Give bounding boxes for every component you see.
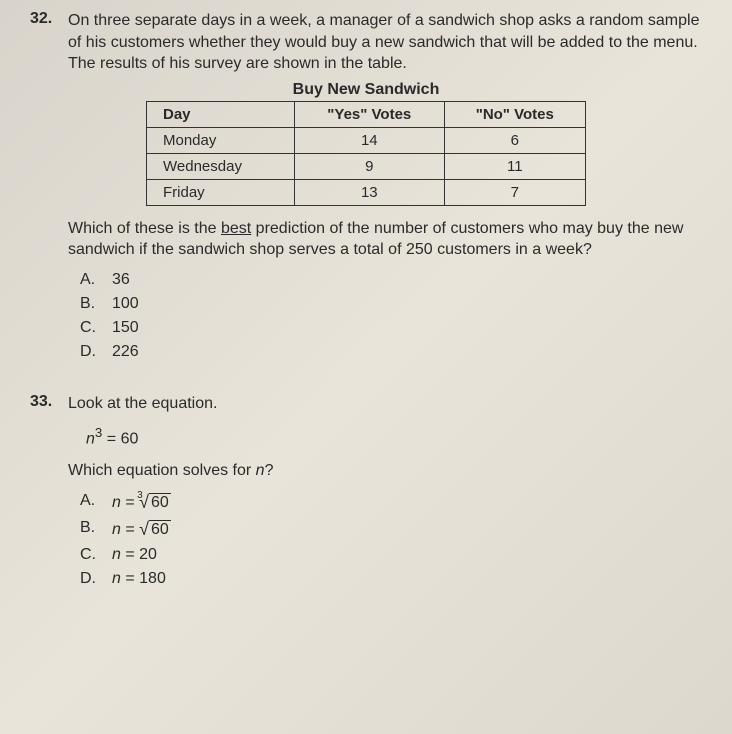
header-day: Day xyxy=(147,101,295,127)
eq: = xyxy=(121,570,139,587)
question-33: 33. Look at the equation. n3 = 60 Which … xyxy=(30,393,702,588)
cell: 14 xyxy=(295,127,444,153)
choice-letter: C. xyxy=(80,319,98,337)
plain-val: 180 xyxy=(139,570,166,587)
eq: = xyxy=(121,546,139,563)
choice-text: 100 xyxy=(112,295,139,313)
var: n xyxy=(112,546,121,563)
choice-a: A. n = 3√60 xyxy=(80,492,702,513)
question-header: 33. Look at the equation. xyxy=(30,393,702,415)
radicand: 60 xyxy=(149,520,171,538)
question-number: 32. xyxy=(30,10,58,75)
question-text: Look at the equation. xyxy=(68,393,217,415)
choice-letter: D. xyxy=(80,570,98,588)
header-yes: "Yes" Votes xyxy=(295,101,444,127)
subtext-part1: Which equation solves for xyxy=(68,462,256,479)
choice-expr: n = 20 xyxy=(112,546,157,564)
choice-letter: C. xyxy=(80,546,98,564)
cell: 11 xyxy=(444,153,585,179)
choice-letter: A. xyxy=(80,492,98,513)
table-row: Monday 14 6 xyxy=(147,127,586,153)
cell: 13 xyxy=(295,179,444,205)
subtext: Which equation solves for n? xyxy=(68,462,702,480)
question-32: 32. On three separate days in a week, a … xyxy=(30,10,702,361)
cell: 9 xyxy=(295,153,444,179)
var: n xyxy=(112,521,121,538)
equation: n3 = 60 xyxy=(86,425,702,448)
choice-b: B. n = √60 xyxy=(80,519,702,540)
choice-b: B. 100 xyxy=(80,295,702,313)
equation-rest: = 60 xyxy=(102,430,138,447)
radical-icon: √ xyxy=(139,519,149,539)
choice-expr: n = 180 xyxy=(112,570,166,588)
question-text: On three separate days in a week, a mana… xyxy=(68,10,702,75)
table-row: Friday 13 7 xyxy=(147,179,586,205)
question-number: 33. xyxy=(30,393,58,415)
choice-text: 150 xyxy=(112,319,139,337)
table-row: Wednesday 9 11 xyxy=(147,153,586,179)
followup-underline: best xyxy=(221,220,251,237)
radicand: 60 xyxy=(149,493,171,511)
eq: = xyxy=(121,521,139,538)
choice-a: A. 36 xyxy=(80,271,702,289)
choice-c: C. 150 xyxy=(80,319,702,337)
choice-c: C. n = 20 xyxy=(80,546,702,564)
root-index: 3 xyxy=(137,490,143,501)
choice-letter: D. xyxy=(80,343,98,361)
table-header-row: Day "Yes" Votes "No" Votes xyxy=(147,101,586,127)
choices-33: A. n = 3√60 B. n = √60 C. n = 20 D. n = … xyxy=(80,492,702,588)
choice-letter: B. xyxy=(80,295,98,313)
cell: 7 xyxy=(444,179,585,205)
question-header: 32. On three separate days in a week, a … xyxy=(30,10,702,75)
choice-letter: B. xyxy=(80,519,98,540)
followup-text: Which of these is the best prediction of… xyxy=(68,218,702,261)
subtext-var: n xyxy=(256,462,265,479)
cell: 6 xyxy=(444,127,585,153)
cell: Friday xyxy=(147,179,295,205)
choice-d: D. n = 180 xyxy=(80,570,702,588)
var: n xyxy=(112,570,121,587)
header-no: "No" Votes xyxy=(444,101,585,127)
table-title: Buy New Sandwich xyxy=(30,81,702,99)
followup-part1: Which of these is the xyxy=(68,220,221,237)
subtext-end: ? xyxy=(265,462,274,479)
choice-text: 226 xyxy=(112,343,139,361)
var: n xyxy=(112,494,121,511)
cell: Monday xyxy=(147,127,295,153)
choice-expr: n = √60 xyxy=(112,519,171,540)
choice-text: 36 xyxy=(112,271,130,289)
equation-var: n xyxy=(86,430,95,447)
survey-table: Day "Yes" Votes "No" Votes Monday 14 6 W… xyxy=(146,101,586,206)
choice-expr: n = 3√60 xyxy=(112,492,171,513)
plain-val: 20 xyxy=(139,546,157,563)
choice-letter: A. xyxy=(80,271,98,289)
choices-32: A. 36 B. 100 C. 150 D. 226 xyxy=(80,271,702,361)
cell: Wednesday xyxy=(147,153,295,179)
choice-d: D. 226 xyxy=(80,343,702,361)
cube-root: 3√60 xyxy=(139,492,171,513)
